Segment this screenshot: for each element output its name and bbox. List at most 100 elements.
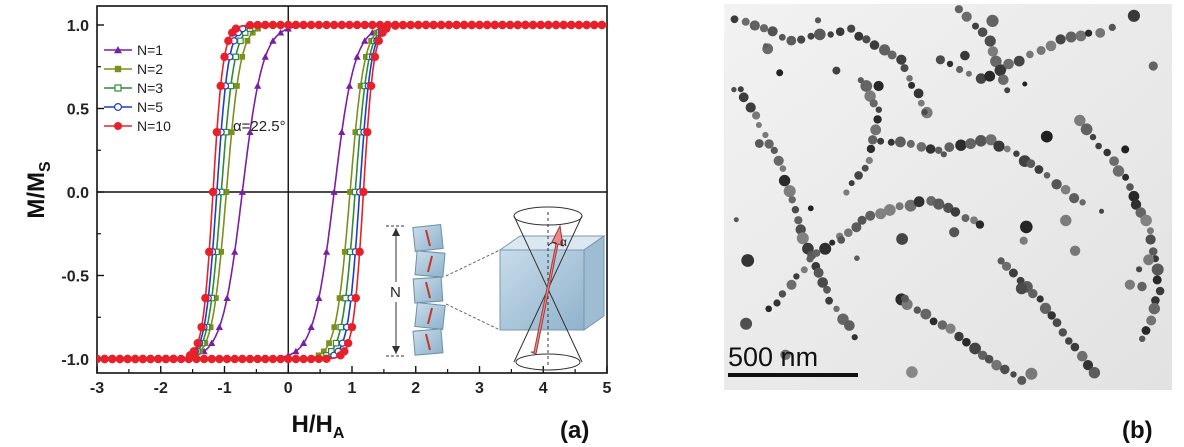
data-point (261, 20, 270, 30)
nanoparticle (994, 64, 1006, 77)
legend-label: N=2 (137, 61, 163, 77)
nanoparticle (1039, 302, 1052, 314)
data-point (360, 20, 369, 30)
data-point (467, 20, 477, 30)
data-point (146, 354, 155, 364)
data-point (215, 354, 224, 364)
nanoparticle (934, 146, 943, 154)
nanoparticle (961, 11, 972, 22)
nanoparticle (895, 136, 906, 148)
data-point (322, 248, 331, 255)
data-point (331, 324, 338, 331)
data-point (299, 20, 308, 30)
nanoparticle (759, 24, 769, 33)
data-point (406, 20, 415, 30)
data-point (322, 20, 331, 30)
nanoparticle (954, 5, 964, 14)
nanoparticle (869, 99, 878, 108)
data-point (253, 354, 262, 364)
nanoparticle (1122, 173, 1130, 181)
legend-item: N=1 (104, 42, 163, 58)
data-point (199, 354, 209, 364)
legend-marker (113, 102, 122, 111)
nanoparticle (1148, 247, 1158, 256)
nanoparticle (814, 17, 822, 24)
nanoparticle (770, 146, 778, 154)
nanoparticle (956, 65, 964, 74)
data-point (315, 294, 323, 301)
nanoparticle (797, 35, 806, 44)
data-point (169, 354, 178, 364)
nanoparticle (778, 290, 787, 298)
nanoparticle (814, 28, 826, 41)
nanoparticle (783, 185, 796, 198)
data-point (351, 293, 361, 303)
nanoparticle (1108, 23, 1116, 31)
data-point (359, 187, 368, 197)
nanoparticle (1026, 50, 1034, 59)
nanoparticle (1013, 55, 1025, 67)
nanoparticle (906, 366, 918, 378)
data-point (370, 52, 380, 62)
nanoparticle (1003, 58, 1014, 70)
y-tick-label: -1.0 (61, 352, 89, 369)
data-point (383, 20, 392, 30)
nanoparticle (908, 81, 916, 89)
hysteresis-curves (97, 20, 607, 364)
nanoparticle (1070, 342, 1080, 352)
nanoparticle (913, 196, 925, 208)
nanoparticle (869, 40, 880, 50)
nanoparticle (937, 320, 948, 330)
nanoparticle (1141, 326, 1151, 335)
nanoparticle (851, 222, 862, 233)
x-axis-title: H/HA (292, 411, 345, 442)
nanoparticle (860, 80, 873, 92)
nanoparticle (1074, 114, 1086, 127)
data-point (100, 354, 109, 364)
nanoparticle (851, 334, 858, 341)
nanoparticle (1013, 150, 1020, 157)
data-point (208, 187, 218, 197)
nanoparticle (940, 151, 947, 158)
nanoparticle (1140, 214, 1152, 227)
nanoparticle (1003, 145, 1011, 153)
nanoparticle (1045, 40, 1057, 52)
nanoparticle (1026, 159, 1036, 169)
nanoparticle (949, 227, 960, 238)
data-point (336, 295, 343, 301)
data-point (245, 21, 255, 30)
data-point (189, 347, 199, 356)
data-point (357, 83, 364, 89)
nanoparticle (866, 144, 876, 154)
data-point (231, 24, 241, 33)
x-tick-label: 5 (603, 380, 612, 397)
data-point (131, 354, 140, 364)
data-point (498, 20, 507, 30)
nanoparticle (906, 139, 915, 148)
nanoparticle (901, 294, 909, 303)
nanoparticle (921, 109, 928, 116)
legend-label: N=1 (137, 42, 163, 58)
nanoparticle (1060, 214, 1072, 227)
data-point (277, 29, 285, 36)
nanoparticle (843, 189, 850, 196)
nanoparticle (833, 305, 840, 312)
nanoparticle (1017, 375, 1027, 385)
nanoparticle (776, 69, 784, 77)
data-point (138, 354, 148, 364)
nanoparticle (741, 254, 755, 267)
nanoparticle (754, 139, 764, 148)
nanoparticle (1146, 227, 1154, 235)
nanoparticle (904, 199, 917, 212)
nanoparticle (1069, 245, 1081, 256)
nanoparticle (731, 86, 737, 93)
x-tick-label: 0 (284, 380, 293, 397)
data-point (355, 247, 364, 257)
scale-bar-label: 500 nm (728, 342, 818, 372)
nanoparticle (955, 139, 967, 151)
nanoparticle (767, 26, 778, 37)
nanoparticle (786, 35, 797, 46)
data-point (254, 82, 262, 89)
nanoparticle (1112, 165, 1125, 177)
nanoparticle (813, 267, 824, 278)
